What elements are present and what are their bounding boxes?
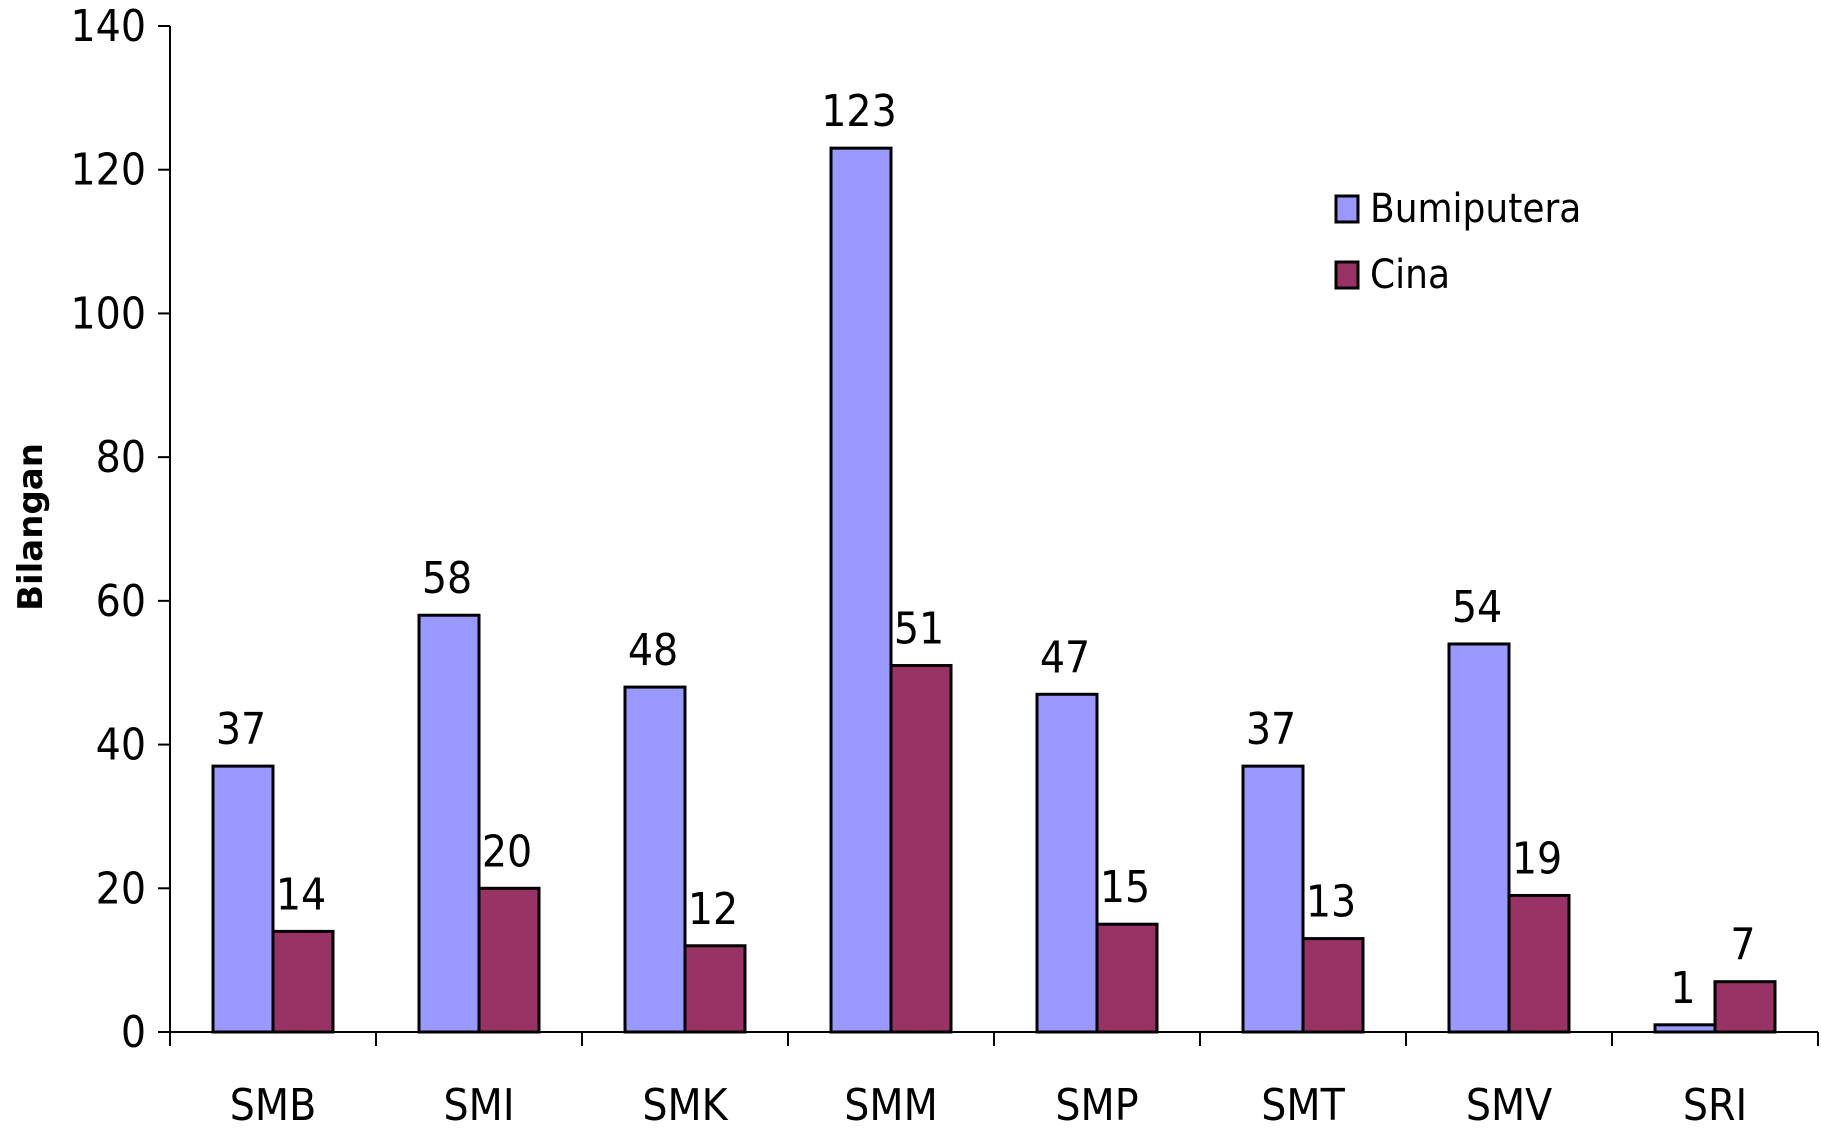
data-label: 7 [1730,920,1755,971]
x-category-label: SMP [1055,1080,1138,1130]
y-tick-label: 80 [96,432,146,483]
data-label: 123 [821,86,897,137]
x-category-label: SMV [1466,1080,1552,1130]
axes [169,26,1818,1046]
bar-cina-smv [1507,893,1571,1034]
y-axis-ticks: 0 20 40 60 80 100 120 140 [70,1,170,1058]
bar-bumiputera-smt [1241,764,1305,1034]
data-label: 54 [1452,582,1502,633]
bar-bumiputera-smb [211,764,275,1034]
legend-swatch-bumiputera [1334,194,1360,224]
x-category-label: SRI [1683,1080,1747,1130]
data-label: 20 [482,826,532,877]
category-labels: SMB SMI SMK SMM SMP SMT SMV SRI [230,1080,1747,1130]
legend-label-cina: Cina [1370,252,1450,298]
x-category-label: SMI [444,1080,515,1130]
legend-swatch-cina [1334,260,1360,290]
bar-cina-smk [683,944,747,1034]
bar-cina-smm [889,664,953,1034]
bar-bumiputera-smp [1035,692,1099,1034]
data-label: 13 [1306,877,1356,928]
x-category-label: SMM [844,1080,937,1130]
data-label: 1 [1670,963,1695,1014]
bar-cina-smt [1301,937,1365,1034]
data-label: 37 [1246,704,1296,755]
legend-label-bumiputera: Bumiputera [1370,186,1581,232]
x-category-label: SMT [1261,1080,1345,1130]
x-category-label: SMB [230,1080,316,1130]
y-tick-label: 40 [96,720,146,771]
bar-cina-smi [477,886,541,1034]
data-label: 19 [1512,833,1562,884]
data-label: 14 [276,869,326,920]
data-label: 12 [688,884,738,935]
y-tick-label: 20 [96,863,146,914]
y-tick-label: 100 [70,288,146,339]
y-tick-label: 0 [121,1007,146,1058]
data-label: 37 [216,704,266,755]
bar-bumiputera-smm [829,146,893,1034]
bars [211,146,1777,1034]
bar-bumiputera-smv [1447,642,1511,1034]
data-label: 15 [1100,862,1150,913]
y-tick-label: 60 [96,576,146,627]
data-label: 58 [422,553,472,604]
bar-bumiputera-smi [417,613,481,1034]
legend: Bumiputera Cina [1334,186,1581,298]
y-axis-title: Bilangan [11,443,51,611]
data-label: 47 [1040,632,1090,683]
bar-bumiputera-smk [623,685,687,1034]
bar-bumiputera-sri [1653,1023,1717,1034]
bar-cina-sri [1713,980,1777,1034]
x-category-label: SMK [642,1080,728,1130]
data-label: 51 [894,604,944,655]
bar-cina-smp [1095,922,1159,1034]
y-tick-label: 120 [70,145,146,196]
x-axis-ticks [169,1032,1819,1046]
data-labels: 37 14 58 20 48 12 123 51 47 15 37 13 54 19 17 [216,86,1756,1014]
y-tick-label: 140 [70,1,146,52]
bar-cina-smb [271,929,335,1034]
data-label: 48 [628,625,678,676]
